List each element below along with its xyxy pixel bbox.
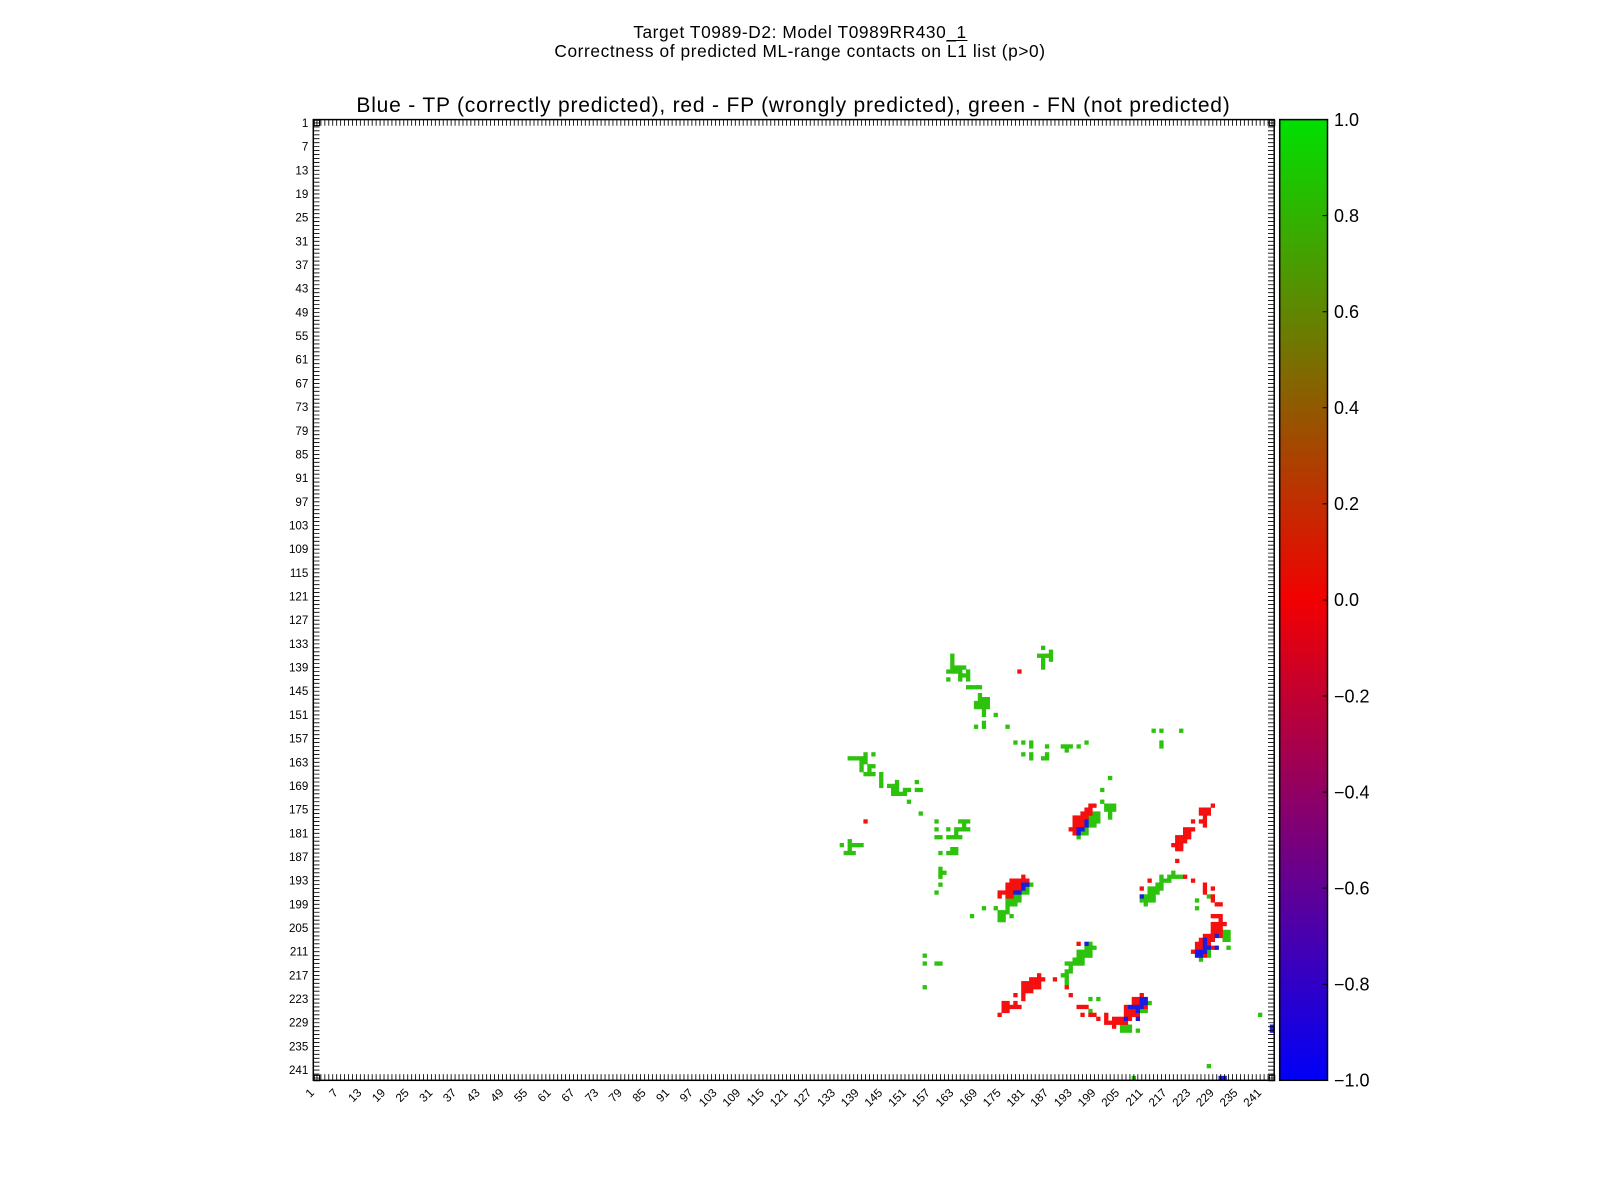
svg-text:127: 127 xyxy=(791,1086,815,1110)
svg-text:199: 199 xyxy=(289,898,308,911)
svg-text:121: 121 xyxy=(767,1086,791,1110)
svg-text:−0.8: −0.8 xyxy=(1334,975,1370,995)
svg-text:−1.0: −1.0 xyxy=(1334,1071,1370,1091)
svg-text:193: 193 xyxy=(1051,1085,1075,1109)
svg-text:109: 109 xyxy=(720,1086,744,1110)
svg-text:163: 163 xyxy=(289,756,308,769)
svg-text:205: 205 xyxy=(1098,1085,1122,1109)
svg-text:169: 169 xyxy=(289,780,308,793)
svg-text:175: 175 xyxy=(980,1085,1004,1109)
svg-text:139: 139 xyxy=(289,662,308,675)
svg-text:55: 55 xyxy=(511,1085,530,1104)
svg-text:139: 139 xyxy=(838,1086,862,1110)
svg-text:85: 85 xyxy=(629,1085,648,1104)
svg-text:0.4: 0.4 xyxy=(1334,398,1359,418)
svg-text:1: 1 xyxy=(302,1086,317,1101)
svg-text:91: 91 xyxy=(653,1086,672,1105)
svg-text:157: 157 xyxy=(289,733,308,746)
svg-text:13: 13 xyxy=(345,1085,364,1104)
svg-text:103: 103 xyxy=(696,1085,720,1109)
svg-text:79: 79 xyxy=(295,425,308,438)
svg-text:49: 49 xyxy=(487,1086,506,1105)
svg-text:0.6: 0.6 xyxy=(1334,302,1359,322)
svg-text:−0.4: −0.4 xyxy=(1334,782,1370,802)
svg-text:37: 37 xyxy=(440,1086,459,1105)
svg-text:−0.2: −0.2 xyxy=(1334,686,1370,706)
svg-text:25: 25 xyxy=(295,212,308,225)
svg-text:37: 37 xyxy=(295,259,308,272)
svg-text:1: 1 xyxy=(302,117,308,130)
svg-text:43: 43 xyxy=(295,283,308,296)
svg-text:151: 151 xyxy=(885,1086,909,1110)
svg-text:175: 175 xyxy=(289,804,308,817)
svg-text:25: 25 xyxy=(393,1085,412,1104)
svg-text:223: 223 xyxy=(289,993,308,1006)
svg-text:205: 205 xyxy=(289,922,308,935)
svg-text:61: 61 xyxy=(295,354,308,367)
svg-text:115: 115 xyxy=(744,1085,768,1109)
svg-text:193: 193 xyxy=(289,875,308,888)
svg-text:109: 109 xyxy=(289,543,308,556)
svg-text:181: 181 xyxy=(1004,1086,1028,1110)
svg-text:0.8: 0.8 xyxy=(1334,206,1359,226)
svg-text:235: 235 xyxy=(289,1040,308,1053)
svg-text:211: 211 xyxy=(290,946,308,959)
svg-text:115: 115 xyxy=(290,567,308,580)
svg-text:19: 19 xyxy=(295,188,308,201)
svg-text:19: 19 xyxy=(369,1086,388,1105)
svg-text:55: 55 xyxy=(295,330,308,343)
svg-text:217: 217 xyxy=(1146,1086,1170,1110)
svg-text:73: 73 xyxy=(582,1085,601,1104)
svg-text:223: 223 xyxy=(1169,1085,1193,1109)
svg-text:241: 241 xyxy=(289,1064,308,1077)
svg-text:91: 91 xyxy=(295,472,308,485)
svg-text:241: 241 xyxy=(1240,1086,1264,1110)
svg-text:181: 181 xyxy=(289,827,308,840)
svg-text:121: 121 xyxy=(289,591,308,604)
svg-text:199: 199 xyxy=(1075,1086,1099,1110)
svg-text:211: 211 xyxy=(1123,1086,1146,1109)
svg-text:229: 229 xyxy=(1193,1086,1217,1110)
svg-text:103: 103 xyxy=(289,520,308,533)
svg-text:31: 31 xyxy=(295,235,308,248)
svg-text:85: 85 xyxy=(295,449,308,462)
svg-text:97: 97 xyxy=(295,496,308,509)
svg-text:151: 151 xyxy=(289,709,308,722)
svg-text:187: 187 xyxy=(289,851,308,864)
svg-text:7: 7 xyxy=(302,141,308,154)
svg-text:67: 67 xyxy=(558,1086,577,1105)
svg-text:61: 61 xyxy=(535,1086,554,1105)
svg-text:−0.6: −0.6 xyxy=(1334,879,1370,899)
svg-text:169: 169 xyxy=(956,1086,980,1110)
svg-text:187: 187 xyxy=(1027,1086,1051,1110)
svg-text:49: 49 xyxy=(295,306,308,319)
svg-text:67: 67 xyxy=(295,377,308,390)
svg-text:133: 133 xyxy=(289,638,308,651)
svg-text:229: 229 xyxy=(289,1017,308,1030)
svg-text:97: 97 xyxy=(677,1086,696,1105)
svg-text:0.2: 0.2 xyxy=(1334,494,1359,514)
svg-text:43: 43 xyxy=(464,1085,483,1104)
svg-text:79: 79 xyxy=(606,1086,625,1105)
svg-text:0.0: 0.0 xyxy=(1334,590,1359,610)
svg-text:13: 13 xyxy=(295,164,308,177)
svg-text:7: 7 xyxy=(326,1086,341,1101)
svg-text:1.0: 1.0 xyxy=(1334,110,1359,130)
svg-text:127: 127 xyxy=(289,614,308,627)
svg-text:145: 145 xyxy=(862,1085,886,1109)
svg-text:73: 73 xyxy=(295,401,308,414)
svg-text:31: 31 xyxy=(416,1086,435,1105)
svg-text:235: 235 xyxy=(1217,1085,1241,1109)
svg-text:163: 163 xyxy=(933,1085,957,1109)
svg-text:217: 217 xyxy=(289,969,308,982)
svg-text:157: 157 xyxy=(909,1086,933,1110)
svg-text:145: 145 xyxy=(289,685,308,698)
svg-text:133: 133 xyxy=(814,1085,838,1109)
